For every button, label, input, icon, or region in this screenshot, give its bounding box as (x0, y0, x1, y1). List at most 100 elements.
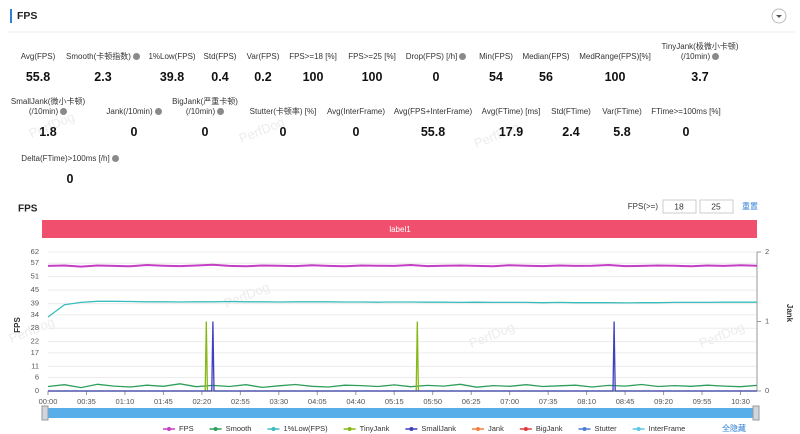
slider-handle[interactable] (752, 405, 760, 421)
legend-label[interactable]: 1%Low(FPS) (283, 424, 328, 433)
y-tick-label: 51 (31, 272, 39, 281)
metric-label-text: Median(FPS) (522, 52, 570, 61)
series-line (47, 263, 758, 268)
x-tick-label: 04:40 (346, 397, 365, 406)
threshold-input[interactable] (662, 199, 697, 214)
metric-label-text: Avg(FPS) (20, 52, 56, 61)
x-tick-label: 08:10 (577, 397, 596, 406)
legend-label[interactable]: FPS (179, 424, 194, 433)
metric-value: 0.4 (211, 70, 229, 84)
metric-label-text: SmallJank(微小卡顿) (/10min) (10, 97, 86, 116)
metric-label-text: Var(FTime) (602, 107, 642, 116)
legend-label[interactable]: BigJank (536, 424, 563, 433)
y-tick-label: 57 (31, 258, 39, 267)
threshold-value: 18 (674, 201, 684, 211)
metric-label-text: Delta(FTime)>100ms [/h] (21, 154, 110, 163)
help-icon[interactable] (217, 108, 225, 115)
legend-label[interactable]: TinyJank (360, 424, 390, 433)
collapse-icon (776, 15, 782, 18)
metric-label: Avg(InterFrame) (291, 107, 421, 117)
y-tick-label: 6 (35, 373, 39, 382)
y-tick-label: 17 (31, 348, 39, 357)
metric-label: Std(FPS) (155, 52, 285, 62)
y2-tick-label: 1 (765, 316, 769, 325)
legend-label[interactable]: Stutter (595, 424, 618, 433)
label-bar (42, 220, 757, 238)
hide-all-link[interactable]: 全隐藏 (722, 423, 746, 433)
legend-dot (475, 427, 480, 431)
metric-label: Smooth(卡顿指数) (38, 52, 168, 62)
y-tick-label: 22 (31, 337, 39, 346)
y-tick-label: 39 (31, 299, 39, 308)
threshold-value: 25 (711, 201, 721, 211)
metric-label: TinyJank(极微小卡顿) (/10min) (635, 42, 765, 62)
legend-label[interactable]: Jank (488, 424, 504, 433)
zoom-slider[interactable] (44, 408, 757, 418)
metric-value: 0 (352, 125, 360, 139)
x-tick-label: 02:20 (193, 397, 212, 406)
title-accent (10, 9, 12, 23)
metric-label: Delta(FTime)>100ms [/h] (5, 154, 135, 164)
metric-value: 0.2 (254, 70, 272, 84)
x-tick-label: 09:20 (654, 397, 673, 406)
metric-label-text: 1%Low(FPS) (148, 52, 196, 61)
metric-label: FPS>=18 [%] (248, 52, 378, 62)
metric-value: 0 (201, 125, 209, 139)
x-tick-label: 07:00 (500, 397, 519, 406)
metric-value: 2.4 (562, 125, 580, 139)
metric-value: 17.9 (498, 125, 524, 139)
help-icon[interactable] (111, 155, 119, 162)
x-tick-label: 07:35 (539, 397, 558, 406)
metric-label-text: FTime>=100ms [%] (651, 107, 721, 116)
y2-tick-label: 2 (765, 247, 769, 256)
metric-label-text: FPS>=18 [%] (289, 52, 337, 61)
legend-label[interactable]: SmallJank (421, 424, 456, 433)
metric-value: 0 (432, 70, 440, 84)
y2-tick-label: 0 (765, 386, 769, 395)
metric-label-text: Std(FTime) (551, 107, 591, 116)
y2-axis-title: Jank (785, 304, 794, 323)
y-tick-label: 62 (31, 247, 39, 256)
reset-link[interactable]: 重置 (742, 201, 758, 211)
label-bar-text: label1 (389, 225, 411, 234)
series-line (47, 383, 758, 389)
metric-label-text: Stutter(卡顿率) [%] (249, 107, 317, 116)
metric-label-text: BigJank(严重卡顿) (/10min) (172, 97, 238, 116)
series-line (47, 300, 757, 318)
y-tick-label: 0 (35, 386, 39, 395)
metric-value: 0 (130, 125, 138, 139)
slider-handle[interactable] (41, 405, 49, 421)
help-icon[interactable] (154, 108, 162, 115)
legend-label[interactable]: InterFrame (649, 424, 686, 433)
panel-title: FPS (17, 10, 37, 22)
metric-label: Jank(/10min) (69, 107, 199, 117)
x-tick-label: 00:00 (39, 397, 58, 406)
metric-label-text: FPS>=25 [%] (348, 52, 396, 61)
help-icon[interactable] (459, 53, 467, 60)
metric-label: 1%Low(FPS) (107, 52, 237, 62)
metric-value: 39.8 (159, 70, 185, 84)
legend-dot (409, 427, 414, 431)
metric-label-text: MedRange(FPS)[%] (579, 52, 651, 61)
metric-label-text: Std(FPS) (203, 52, 237, 61)
metric-label-text: Var(FPS) (246, 52, 280, 61)
help-icon[interactable] (60, 108, 68, 115)
metric-label: Drop(FPS) [/h] (371, 52, 501, 62)
x-tick-label: 06:25 (462, 397, 481, 406)
metric-label: Avg(FTime) [ms] (446, 107, 576, 117)
metric-value: 5.8 (613, 125, 631, 139)
watermark: PerfDog (222, 279, 272, 311)
help-icon[interactable] (712, 53, 720, 60)
series-line (48, 321, 757, 392)
x-tick-label: 04:05 (308, 397, 327, 406)
x-tick-label: 05:50 (423, 397, 442, 406)
x-tick-label: 01:10 (116, 397, 135, 406)
metric-label: SmallJank(微小卡顿) (/10min) (0, 97, 113, 117)
legend-label[interactable]: Smooth (226, 424, 252, 433)
series-line (48, 321, 757, 392)
metric-value: 3.7 (691, 70, 709, 84)
threshold-input[interactable] (699, 199, 734, 214)
y-tick-label: 28 (31, 323, 39, 332)
help-icon[interactable] (132, 53, 140, 60)
